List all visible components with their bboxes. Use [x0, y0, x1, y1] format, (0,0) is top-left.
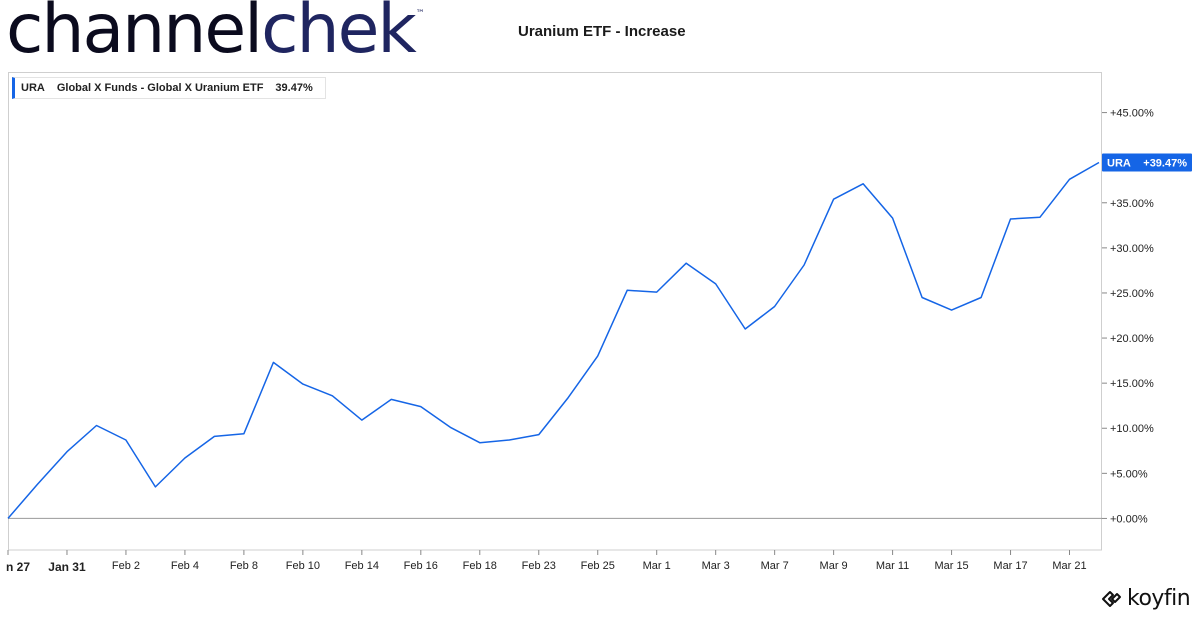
- y-tick-label: +35.00%: [1110, 198, 1154, 210]
- y-axis: +0.00% +5.00% +10.00% +15.00% +20.00% +25.00%…: [1102, 108, 1154, 525]
- x-tick-label: Mar 3: [702, 560, 730, 572]
- koyfin-text: koyfin: [1127, 586, 1191, 611]
- x-tick-label: Mar 11: [876, 560, 909, 572]
- x-tick-label: Feb 8: [230, 560, 258, 572]
- last-value-badge-bg: [1102, 153, 1192, 172]
- x-tick-label: Feb 10: [286, 560, 320, 572]
- x-tick-label: Mar 9: [820, 560, 848, 572]
- logo-trademark: ™: [415, 9, 425, 19]
- x-tick-label: Jan 31: [48, 560, 86, 574]
- legend-value: 39.47%: [275, 82, 313, 94]
- x-tick-label: Mar 21: [1052, 560, 1086, 572]
- logo-part-chek: chek: [261, 0, 417, 69]
- y-tick-label: +45.00%: [1110, 108, 1154, 120]
- x-axis: n 27 Jan 31 Feb 2 Feb 4 Feb 8 Feb 10 Feb 14 Feb…: [6, 549, 1102, 574]
- series-legend[interactable]: URA Global X Funds - Global X Uranium ET…: [12, 77, 326, 99]
- logo-part-channel: channel: [6, 0, 263, 69]
- koyfin-watermark: koyfin: [1101, 586, 1191, 611]
- x-tick-label: Mar 1: [643, 560, 671, 572]
- y-tick-label: +30.00%: [1110, 243, 1154, 255]
- x-tick-label: Mar 17: [993, 560, 1027, 572]
- x-tick-label: Feb 4: [171, 560, 199, 572]
- y-tick-label: +20.00%: [1110, 333, 1154, 345]
- legend-name: Global X Funds - Global X Uranium ETF: [56, 82, 264, 94]
- last-value-badge: URA +39.47%: [1102, 153, 1192, 172]
- x-tick-label: Feb 14: [345, 560, 379, 572]
- y-tick-label: +15.00%: [1110, 378, 1154, 390]
- channelchek-logo: channelchek™: [6, 0, 425, 64]
- series-points: [7, 161, 1100, 519]
- x-tick-label: Feb 25: [581, 560, 615, 572]
- x-tick-label: Mar 7: [761, 560, 789, 572]
- legend-ticker: URA: [21, 82, 45, 94]
- last-value-badge-ticker: URA: [1107, 157, 1131, 169]
- y-tick-label: +5.00%: [1110, 468, 1148, 480]
- koyfin-icon: [1102, 590, 1121, 607]
- series-line-ura: [7, 161, 1100, 519]
- x-tick-label: Feb 16: [404, 560, 438, 572]
- last-value-badge-value: +39.47%: [1143, 157, 1187, 169]
- x-tick-label: Feb 2: [112, 560, 140, 572]
- x-tick-label: Feb 23: [522, 560, 556, 572]
- x-tick-label: Mar 15: [934, 560, 968, 572]
- chart-frame: [8, 72, 1102, 550]
- y-tick-label: +25.00%: [1110, 288, 1154, 300]
- x-tick-label: n 27: [6, 560, 30, 574]
- x-tick-label: Feb 18: [463, 560, 497, 572]
- page-title: Uranium ETF - Increase: [518, 23, 686, 40]
- y-tick-label: +10.00%: [1110, 423, 1154, 435]
- y-tick-label: +0.00%: [1110, 513, 1148, 525]
